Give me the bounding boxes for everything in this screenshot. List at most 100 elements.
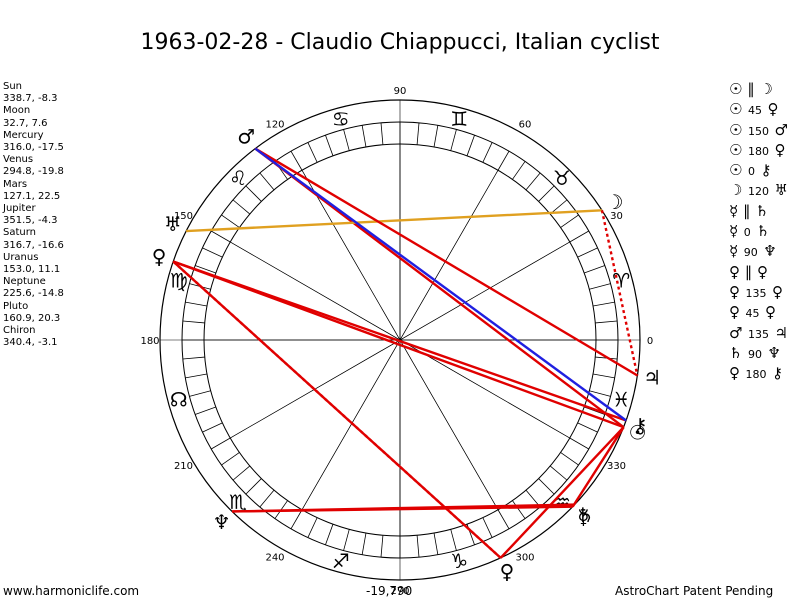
ring-tick <box>290 151 303 171</box>
aspect-planet-1-icon: ☿ <box>729 201 739 220</box>
planet-coords: 340.4, -3.1 <box>3 337 58 349</box>
ring-tick <box>416 122 420 145</box>
aspect-planet-2-icon: ♃ <box>774 323 788 342</box>
aspect-planet-1-icon: ♀ <box>729 282 740 301</box>
planet-name: Sun <box>3 81 23 92</box>
ring-tick <box>595 320 618 324</box>
zodiac-sign-icon: ♋ <box>332 107 350 131</box>
aspect-planet-2-icon: ♀ <box>774 140 786 159</box>
planet-jupiter-icon: ♃ <box>643 366 661 390</box>
aspect-planet-1-icon: ☿ <box>729 242 739 261</box>
ring-tick <box>361 125 367 148</box>
ring-tick <box>560 452 579 466</box>
aspect-planet-2-icon: ♆ <box>763 242 777 261</box>
aspect-angle: 120 <box>744 185 773 199</box>
zodiac-sign-icon: ♉ <box>553 166 571 190</box>
planet-coords: 32.7, 7.6 <box>3 117 48 129</box>
ring-tick <box>525 172 541 191</box>
planet-coords: 160.9, 20.3 <box>3 312 61 324</box>
ring-tick <box>307 142 318 163</box>
ring-tick <box>497 509 510 529</box>
planet-mercury-icon: ☿ <box>577 505 589 529</box>
zodiac-sign-icon: ☊ <box>170 387 188 411</box>
aspect-planet-2-icon: ♀ <box>767 100 779 119</box>
planet-neptune-icon: ♆ <box>213 510 231 534</box>
ring-tick <box>416 535 420 558</box>
aspect-angle: 0 <box>740 226 755 240</box>
aspect-angle: ∥ <box>740 262 758 281</box>
aspect-row: ☉ 45 ♀ <box>729 100 788 120</box>
planet-name: Neptune <box>3 276 46 288</box>
ring-tick <box>259 489 275 508</box>
ring-tick <box>512 161 526 180</box>
ring-tick <box>497 151 510 171</box>
ring-tick <box>577 422 598 433</box>
planet-mars-icon: ♂ <box>237 125 255 149</box>
zodiac-sign-icon: ♑ <box>450 549 468 573</box>
aspect-planet-2-icon: ☽ <box>759 80 773 98</box>
aspect-row: ☿ 90 ♆ <box>729 242 788 262</box>
ring-tick <box>482 517 493 538</box>
ring-tick <box>245 478 262 495</box>
ring-tick <box>182 320 205 324</box>
ring-tick <box>211 437 231 450</box>
planet-coords: 127.1, 22.5 <box>3 190 61 202</box>
aspect-line <box>571 426 625 508</box>
planet-pluto-icon: ♀ <box>152 245 167 269</box>
zodiac-sign-icon: ♐ <box>332 549 350 573</box>
planet-name: Chiron <box>3 325 36 337</box>
ring-tick <box>325 524 334 545</box>
aspect-row: ♀ 180 ⚷ <box>729 364 788 384</box>
degree-label: 330 <box>607 461 626 472</box>
chart-title: 1963-02-28 - Claudio Chiappucci, Italian… <box>140 30 660 55</box>
aspect-line <box>172 260 627 422</box>
degree-label: 90 <box>394 86 407 97</box>
ring-tick <box>189 390 211 397</box>
aspect-angle: 90 <box>744 347 766 361</box>
aspect-angle: 90 <box>740 246 762 260</box>
aspect-planet-2-icon: ⚷ <box>772 364 783 383</box>
ring-tick <box>195 265 216 274</box>
aspect-row: ☽ 120 ♅ <box>729 181 788 201</box>
ring-tick <box>361 532 367 555</box>
ring-tick <box>589 283 611 290</box>
ring-tick <box>592 301 615 307</box>
ring-tick <box>195 406 216 415</box>
ring-tick <box>211 230 231 243</box>
aspect-angle: 135 <box>742 286 770 300</box>
ring-tick <box>569 230 589 243</box>
aspect-line <box>232 503 575 513</box>
ring-tick <box>538 478 555 495</box>
planet-name: Moon <box>3 105 31 117</box>
ring-tick <box>584 406 605 415</box>
degree-label: 300 <box>515 553 534 564</box>
website-link[interactable]: www.harmoniclife.com <box>3 584 140 598</box>
ring-tick <box>290 509 303 529</box>
ring-tick <box>538 185 555 202</box>
zodiac-sign-icon: ♈ <box>612 269 630 293</box>
aspect-planet-2-icon: ♄ <box>755 201 769 220</box>
ring-tick <box>466 135 475 156</box>
patent-notice: AstroChart Patent Pending <box>615 584 774 598</box>
zodiac-sign-icon: ♌ <box>229 166 247 190</box>
aspect-line <box>600 210 639 376</box>
planet-name: Jupiter <box>3 203 36 215</box>
planet-chiron-icon: ⚷ <box>633 414 648 438</box>
aspect-angle: 180 <box>744 144 773 158</box>
aspect-row: ☉ ∥ ☽ <box>729 80 788 100</box>
aspect-row: ♄ 90 ♆ <box>729 344 788 364</box>
degree-label: 150 <box>174 211 193 222</box>
aspect-planet-2-icon: ♆ <box>767 343 781 362</box>
planet-position-list: Sun 338.7, -8.3 Moon 32.7, 7.6 Mercury 316.0,… <box>3 81 64 349</box>
aspect-angle: 0 <box>744 165 759 179</box>
ring-tick <box>589 390 611 397</box>
planet-venus-icon: ♀ <box>500 559 515 583</box>
aspect-angle: ∥ <box>738 201 756 220</box>
aspect-planet-1-icon: ☉ <box>729 120 743 139</box>
ring-tick <box>380 122 384 145</box>
zodiac-sign-icon: ♍ <box>170 269 188 293</box>
aspect-planet-1-icon: ♄ <box>729 343 743 362</box>
aspect-planet-1-icon: ♀ <box>729 364 740 383</box>
planet-moon-icon: ☽ <box>606 190 624 214</box>
planet-sun-icon: ☉ <box>629 421 647 445</box>
